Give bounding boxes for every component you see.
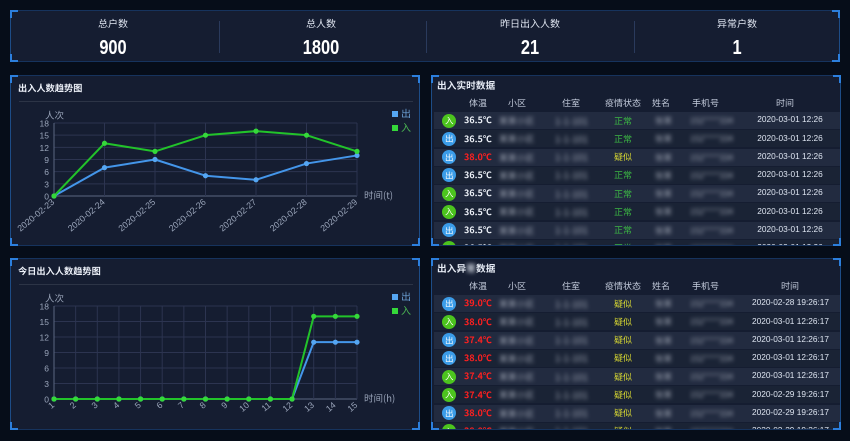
svg-text:1: 1 [46,400,56,411]
svg-text:13: 13 [302,400,316,414]
svg-text:15: 15 [40,317,50,327]
svg-text:15: 15 [40,131,50,141]
svg-text:2020-02-25: 2020-02-25 [116,197,157,234]
svg-text:7: 7 [176,400,186,411]
svg-text:12: 12 [40,333,50,343]
svg-text:12: 12 [40,143,50,153]
svg-text:10: 10 [237,400,251,414]
svg-text:14: 14 [324,400,338,414]
svg-text:2020-02-23: 2020-02-23 [15,197,56,234]
svg-text:3: 3 [44,379,49,389]
svg-text:2020-02-26: 2020-02-26 [167,197,208,234]
svg-text:2020-02-29: 2020-02-29 [318,197,359,234]
svg-text:5: 5 [133,400,143,411]
svg-text:3: 3 [89,400,99,411]
svg-text:9: 9 [219,400,229,411]
svg-text:12: 12 [281,400,295,414]
svg-text:9: 9 [44,155,49,165]
svg-text:2020-02-27: 2020-02-27 [217,197,258,234]
svg-text:2020-02-28: 2020-02-28 [268,197,309,234]
svg-text:11: 11 [259,400,272,414]
svg-text:6: 6 [44,364,49,374]
svg-text:2020-02-24: 2020-02-24 [66,197,107,234]
svg-text:0: 0 [44,395,49,405]
svg-text:9: 9 [44,348,49,358]
svg-text:0: 0 [44,192,49,202]
svg-text:8: 8 [198,400,208,411]
svg-text:18: 18 [40,302,50,312]
svg-text:15: 15 [345,400,359,414]
svg-text:6: 6 [44,167,49,177]
svg-text:3: 3 [44,179,49,189]
svg-text:4: 4 [111,400,121,411]
svg-text:2: 2 [68,400,78,411]
svg-text:6: 6 [154,400,164,411]
svg-text:18: 18 [40,119,50,129]
